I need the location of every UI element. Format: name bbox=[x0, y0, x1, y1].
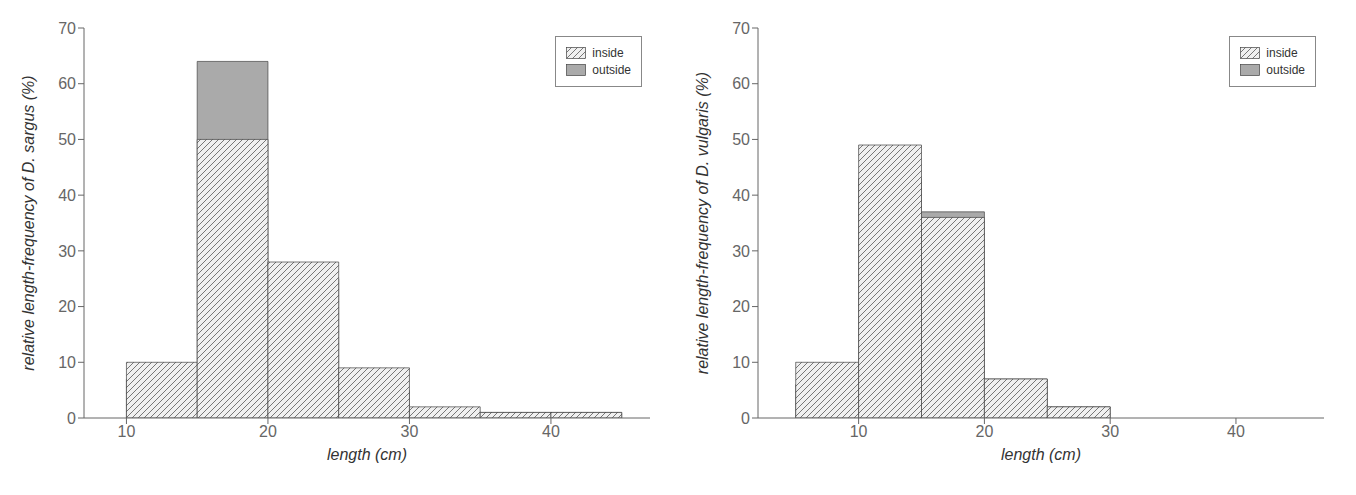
svg-text:length (cm): length (cm) bbox=[327, 446, 407, 463]
svg-text:10: 10 bbox=[118, 423, 136, 440]
svg-text:0: 0 bbox=[741, 410, 750, 427]
svg-text:10: 10 bbox=[850, 423, 868, 440]
svg-text:40: 40 bbox=[732, 187, 750, 204]
svg-text:30: 30 bbox=[58, 243, 76, 260]
svg-text:30: 30 bbox=[401, 423, 419, 440]
svg-text:40: 40 bbox=[1227, 423, 1245, 440]
svg-text:60: 60 bbox=[732, 75, 750, 92]
svg-text:20: 20 bbox=[732, 298, 750, 315]
svg-text:50: 50 bbox=[58, 131, 76, 148]
svg-text:10: 10 bbox=[58, 354, 76, 371]
svg-text:30: 30 bbox=[1101, 423, 1119, 440]
svg-text:10: 10 bbox=[732, 354, 750, 371]
html-text:inside: inside bbox=[592, 46, 624, 60]
svg-text:30: 30 bbox=[732, 243, 750, 260]
svg-text:20: 20 bbox=[976, 423, 994, 440]
html-text:outside: outside bbox=[592, 63, 631, 77]
svg-text:20: 20 bbox=[259, 423, 277, 440]
svg-text:relative length-frequency of D: relative length-frequency of D. sargus (… bbox=[20, 75, 37, 370]
svg-text:70: 70 bbox=[58, 20, 76, 37]
svg-text:50: 50 bbox=[732, 131, 750, 148]
html-text:outside: outside bbox=[1266, 63, 1305, 77]
html-text:inside: inside bbox=[1266, 46, 1298, 60]
svg-text:20: 20 bbox=[58, 298, 76, 315]
svg-text:70: 70 bbox=[732, 20, 750, 37]
svg-text:60: 60 bbox=[58, 75, 76, 92]
svg-text:40: 40 bbox=[542, 423, 560, 440]
svg-text:0: 0 bbox=[67, 410, 76, 427]
svg-text:length (cm): length (cm) bbox=[1001, 446, 1081, 463]
svg-text:40: 40 bbox=[58, 187, 76, 204]
svg-text:relative length-frequency of D: relative length-frequency of D. vulgaris… bbox=[694, 72, 711, 374]
